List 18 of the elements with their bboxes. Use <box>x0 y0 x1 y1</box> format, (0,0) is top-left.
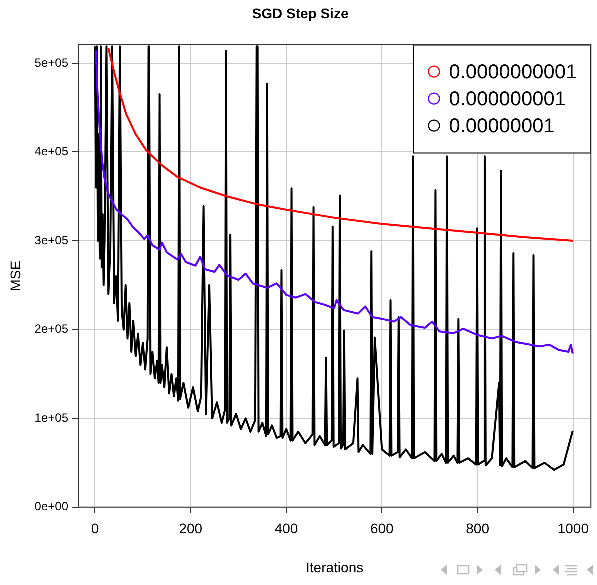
x-axis-title: Iterations <box>306 559 364 576</box>
y-tick-label: 2e+05 <box>34 322 69 336</box>
x-tick-label: 600 <box>370 520 394 537</box>
x-tick-label: 400 <box>274 520 298 537</box>
legend-label: 0.00000001 <box>449 115 555 138</box>
y-tick-label: 5e+05 <box>34 56 69 70</box>
y-axis-title: MSE <box>7 260 24 292</box>
legend-label: 0.000000001 <box>449 88 566 110</box>
chart-title: SGD Step Size <box>252 5 349 22</box>
y-tick-label: 0e+00 <box>34 500 69 514</box>
x-tick-label: 800 <box>466 520 490 537</box>
y-tick-label: 1e+05 <box>34 410 69 425</box>
x-tick-label: 1000 <box>558 520 590 537</box>
y-tick-label: 3e+05 <box>34 233 69 248</box>
y-tick-label: 4e+05 <box>34 144 69 159</box>
x-tick-label: 200 <box>179 520 203 537</box>
legend-label: 0.0000000001 <box>449 61 578 84</box>
x-tick-label: 0 <box>91 520 100 537</box>
